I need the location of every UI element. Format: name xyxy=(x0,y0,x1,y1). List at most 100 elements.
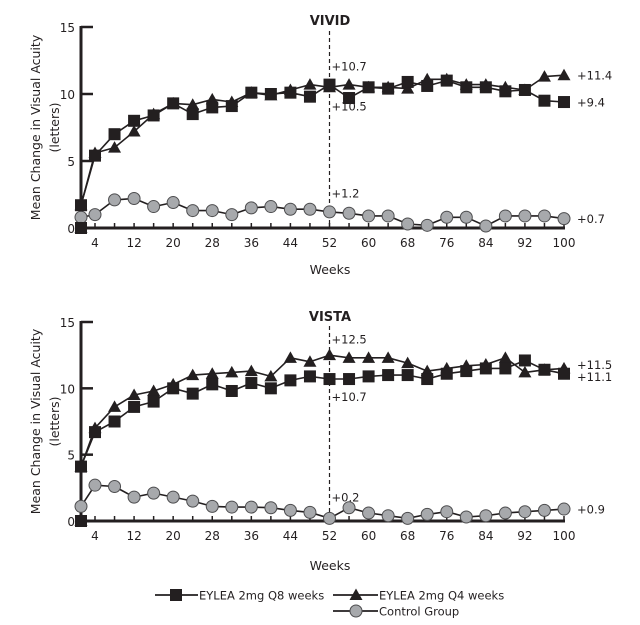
x-tick-label: 68 xyxy=(400,529,415,543)
data-point-square xyxy=(440,367,453,380)
data-point-triangle xyxy=(283,351,297,363)
data-point-circle xyxy=(420,218,434,232)
data-point-circle xyxy=(74,210,88,224)
data-point-square xyxy=(108,128,121,141)
x-tick-label: 44 xyxy=(283,529,298,543)
data-point-circle xyxy=(127,490,141,504)
x-tick-label: 12 xyxy=(126,236,141,250)
x-tick-label: 60 xyxy=(361,236,376,250)
legend-item: EYLEA 2mg Q4 weeks xyxy=(333,588,504,603)
data-point-circle xyxy=(205,204,219,218)
value-annotation: +11.1 xyxy=(577,370,612,384)
data-point-square xyxy=(147,109,160,122)
data-point-square xyxy=(382,82,395,95)
data-point-square xyxy=(323,78,336,91)
data-point-circle xyxy=(323,511,336,525)
y-axis-label: Mean Change in Visual Acuity xyxy=(28,34,43,220)
data-point-square xyxy=(264,382,277,395)
data-point-circle xyxy=(166,490,180,504)
data-point-square xyxy=(186,108,199,121)
data-point-circle xyxy=(88,478,102,492)
data-point-circle xyxy=(244,500,258,514)
data-point-circle xyxy=(186,204,200,218)
data-point-circle xyxy=(362,209,376,223)
data-point-circle xyxy=(459,510,473,524)
x-axis-label: Weeks xyxy=(310,558,351,573)
data-point-square xyxy=(558,367,570,380)
legend-square-icon xyxy=(170,589,182,601)
value-annotation: +11.5 xyxy=(577,358,612,372)
x-tick-label: 4 xyxy=(91,529,99,543)
x-tick-label: 36 xyxy=(244,529,259,543)
data-point-square xyxy=(479,362,492,375)
data-point-circle xyxy=(108,480,122,494)
data-point-circle xyxy=(186,494,200,508)
data-point-triangle xyxy=(225,365,239,378)
data-point-triangle xyxy=(362,351,376,363)
x-tick-label: 92 xyxy=(517,529,532,543)
data-point-circle xyxy=(459,210,473,224)
x-tick-label: 68 xyxy=(400,236,415,250)
data-point-square xyxy=(479,81,492,94)
x-tick-label: 92 xyxy=(517,236,532,250)
vivid-chart: VIVID 0 5 10 15 4 12 20 28 36 44 52 60 68 76 84 92 100 Wee… xyxy=(28,14,612,277)
data-point-triangle xyxy=(518,365,532,378)
data-point-circle xyxy=(498,506,512,520)
data-point-square xyxy=(128,400,141,413)
data-point-square xyxy=(89,426,101,439)
data-point-circle xyxy=(303,202,317,216)
x-tick-label: 44 xyxy=(283,236,298,250)
x-tick-label: 36 xyxy=(244,236,259,250)
data-point-square xyxy=(75,199,87,212)
y-tick-label: 10 xyxy=(60,88,75,102)
x-tick-label: 84 xyxy=(478,529,493,543)
data-point-square xyxy=(225,384,238,397)
data-point-square xyxy=(264,88,277,100)
data-point-square xyxy=(75,222,87,234)
data-point-circle xyxy=(479,509,493,523)
data-point-square xyxy=(303,370,316,383)
data-point-triangle xyxy=(264,369,278,382)
data-point-circle xyxy=(147,200,161,214)
data-point-circle xyxy=(518,505,532,519)
data-point-square xyxy=(362,81,375,94)
data-point-circle xyxy=(283,202,297,216)
x-tick-label: 76 xyxy=(439,529,454,543)
data-point-circle xyxy=(225,208,239,222)
data-point-circle xyxy=(381,509,395,523)
data-point-square xyxy=(75,515,87,527)
legend-label: EYLEA 2mg Q8 weeks xyxy=(199,589,324,603)
value-annotation: +0.7 xyxy=(577,212,605,226)
data-point-circle xyxy=(440,505,454,519)
data-point-circle xyxy=(557,212,571,226)
data-point-square xyxy=(421,79,434,92)
data-point-triangle xyxy=(303,78,317,90)
data-point-square xyxy=(440,74,453,87)
data-point-triangle xyxy=(401,356,415,369)
data-point-square xyxy=(284,86,297,99)
data-point-square xyxy=(538,94,551,107)
x-tick-label: 12 xyxy=(126,529,141,543)
data-point-square xyxy=(167,97,180,110)
data-point-circle xyxy=(518,209,532,223)
x-tick-label: 20 xyxy=(166,529,181,543)
data-point-square xyxy=(284,374,297,387)
x-tick-label: 100 xyxy=(553,529,576,543)
value-annotation: +0.2 xyxy=(332,491,360,505)
data-point-circle xyxy=(88,208,102,222)
data-point-circle xyxy=(420,507,434,521)
x-tick-label: 4 xyxy=(91,236,99,250)
chart-title: VIVID xyxy=(310,14,351,29)
data-point-circle xyxy=(362,506,376,520)
value-annotation: +0.9 xyxy=(577,503,605,517)
data-point-square xyxy=(323,373,336,386)
value-annotation: +10.7 xyxy=(332,59,367,73)
data-point-square xyxy=(108,415,121,428)
y-tick-label: 15 xyxy=(60,316,75,330)
data-point-circle xyxy=(440,210,454,224)
data-point-triangle xyxy=(342,351,356,363)
data-point-square xyxy=(460,365,473,378)
y-tick-label: 10 xyxy=(60,382,75,396)
data-point-circle xyxy=(479,219,493,233)
